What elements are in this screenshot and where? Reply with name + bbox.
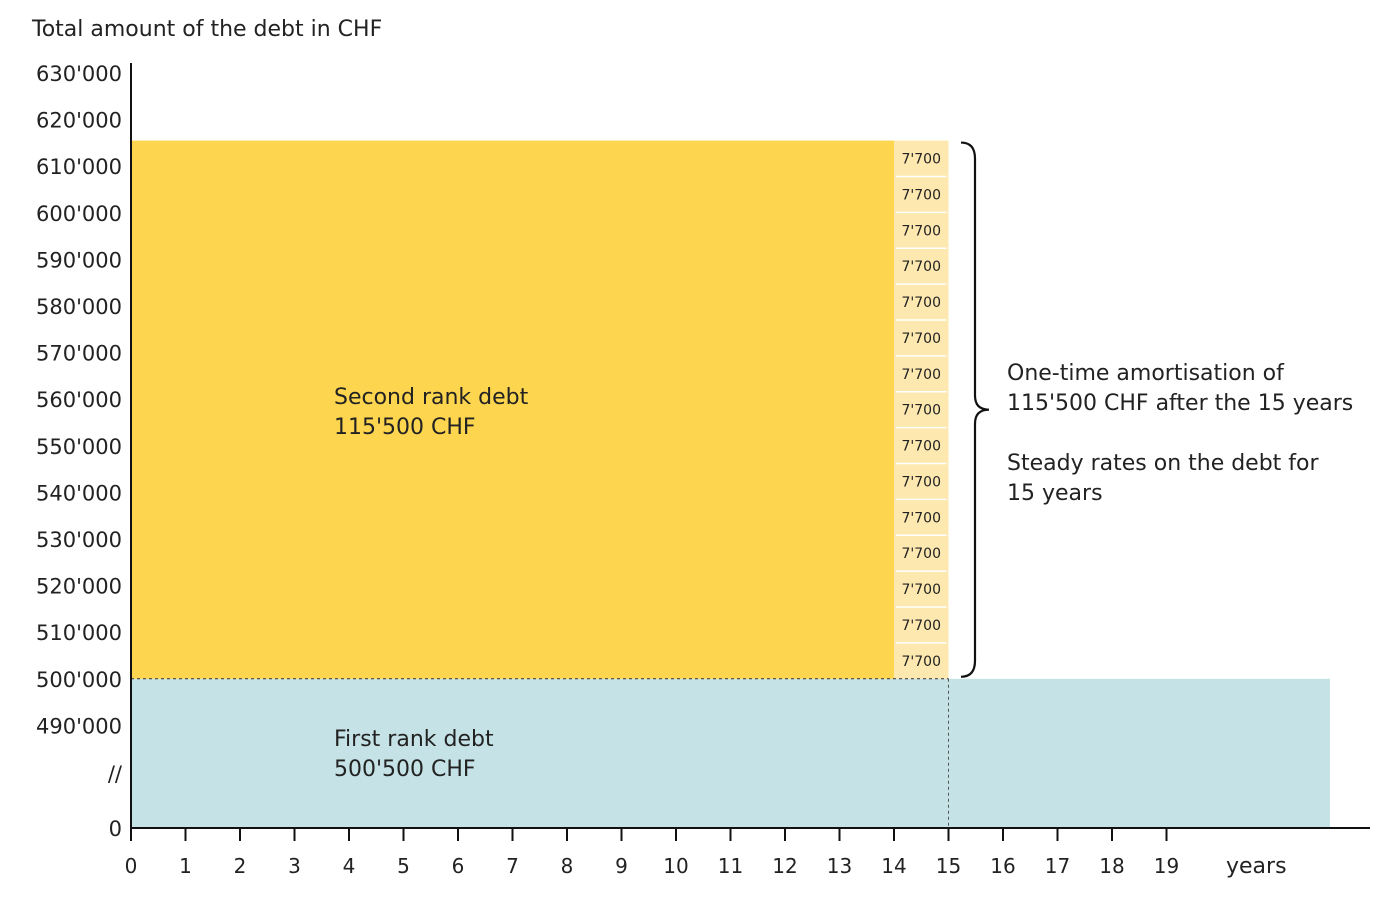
y-axis-ticks: 630'000 620'000 610'000 600'000 590'000 580'0… <box>36 62 123 841</box>
x-tick-label: 17 <box>1045 854 1070 878</box>
x-tick-label: 13 <box>827 854 852 878</box>
debt-bars: 7'700 7'700 7'700 7'700 7'700 7'700 7'700 7'700… <box>131 140 1330 828</box>
x-tick-label: 12 <box>772 854 797 878</box>
x-tick-label: 4 <box>343 854 356 878</box>
reference-lines <box>131 678 949 828</box>
y-tick-label: 530'000 <box>36 528 122 552</box>
steady-rate-label: 7'700 <box>902 403 941 419</box>
steady-rate-segment <box>894 607 949 643</box>
y-tick-label: 590'000 <box>36 248 122 272</box>
steady-rate-label: 7'700 <box>902 259 941 275</box>
x-tick-label: 19 <box>1154 854 1179 878</box>
y-tick-label: 560'000 <box>36 388 122 412</box>
steady-rate-label: 7'700 <box>902 582 941 598</box>
y-tick-label: 600'000 <box>36 202 122 226</box>
steady-rate-segment <box>894 140 949 177</box>
brace: One-time amortisation of 115'500 CHF afte… <box>960 141 1353 678</box>
steady-rate-segment <box>894 571 949 608</box>
second-rank-bar <box>131 140 894 679</box>
steady-rate-segment <box>894 248 949 285</box>
y-tick-label: 490'000 <box>36 714 122 738</box>
first-rank-label: First rank debt <box>334 727 494 752</box>
steady-rate-segment <box>894 176 949 213</box>
x-tick-label: 7 <box>506 854 519 878</box>
debt-labels: Second rank debt 115'500 CHF First rank de… <box>334 385 529 782</box>
annotation-text: 15 years <box>1007 481 1103 506</box>
annotation-text: Steady rates on the debt for <box>1007 451 1320 476</box>
axes <box>130 63 1370 829</box>
annotation-text: One-time amortisation of <box>1007 361 1285 386</box>
steady-rate-label: 7'700 <box>902 331 941 347</box>
steady-rate-segment <box>894 284 949 320</box>
steady-rate-label: 7'700 <box>902 510 941 526</box>
x-tick-label: 6 <box>452 854 465 878</box>
steady-rate-label: 7'700 <box>902 187 941 203</box>
y-tick-label: 620'000 <box>36 109 122 133</box>
steady-rate-label: 7'700 <box>902 367 941 383</box>
steady-rate-label: 7'700 <box>902 295 941 311</box>
steady-rate-segment <box>894 319 949 356</box>
y-tick-label: 0 <box>109 817 122 841</box>
x-tick-label: 5 <box>397 854 410 878</box>
steady-rate-segment <box>894 535 949 572</box>
steady-rate-label: 7'700 <box>902 223 941 239</box>
second-rank-label: Second rank debt <box>334 385 529 410</box>
x-tick-label: 0 <box>125 854 138 878</box>
y-tick-label: // <box>108 762 123 786</box>
x-axis-label: years <box>1226 854 1287 879</box>
y-tick-label: 580'000 <box>36 295 122 319</box>
steady-rate-label: 7'700 <box>902 546 941 562</box>
steady-rate-segment <box>894 355 949 392</box>
x-tick-label: 2 <box>234 854 247 878</box>
steady-rate-segment <box>894 391 949 428</box>
y-tick-label: 610'000 <box>36 155 122 179</box>
second-rank-amount: 115'500 CHF <box>334 415 476 440</box>
steady-rate-segment <box>894 463 949 500</box>
x-tick-label: 10 <box>663 854 688 878</box>
steady-rate-segment <box>894 212 949 249</box>
x-tick-label: 18 <box>1099 854 1124 878</box>
x-tick-label: 3 <box>288 854 301 878</box>
first-rank-amount: 500'500 CHF <box>334 757 476 782</box>
annotation-text: 115'500 CHF after the 15 years <box>1007 391 1353 416</box>
steady-rate-label: 7'700 <box>902 618 941 634</box>
curly-brace <box>960 141 990 678</box>
y-tick-label: 570'000 <box>36 342 122 366</box>
first-rank-bar <box>131 678 1330 828</box>
x-tick-label: 9 <box>615 854 628 878</box>
y-tick-label: 520'000 <box>36 575 122 599</box>
x-tick-label: 1 <box>179 854 192 878</box>
steady-rate-label: 7'700 <box>902 474 941 490</box>
x-tick-label: 11 <box>718 854 743 878</box>
y-tick-label: 630'000 <box>36 62 122 86</box>
y-tick-label: 540'000 <box>36 481 122 505</box>
y-tick-label: 510'000 <box>36 621 122 645</box>
x-tick-label: 15 <box>936 854 961 878</box>
x-tick-label: 14 <box>881 854 906 878</box>
y-tick-label: 500'000 <box>36 668 122 692</box>
steady-rate-segment <box>894 427 949 464</box>
chart-title: Total amount of the debt in CHF <box>31 17 382 42</box>
y-tick-label: 550'000 <box>36 435 122 459</box>
x-axis-ticks: 0 1 2 3 4 5 6 7 8 9 10 11 12 13 14 15 16 17 18 19 <box>125 828 1179 878</box>
x-tick-label: 8 <box>561 854 574 878</box>
steady-rate-segment <box>894 499 949 536</box>
steady-rate-segment <box>894 642 949 679</box>
x-tick-label: 16 <box>990 854 1015 878</box>
steady-rate-label: 7'700 <box>902 654 941 670</box>
steady-rate-label: 7'700 <box>902 152 941 168</box>
steady-rate-label: 7'700 <box>902 439 941 455</box>
